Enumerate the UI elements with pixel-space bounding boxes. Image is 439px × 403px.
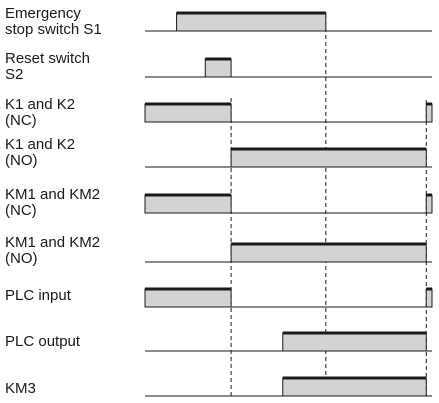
signal-label-k-nc: K1 and K2 (NC) bbox=[5, 96, 76, 129]
signal-pulse bbox=[230, 148, 427, 168]
signal-label-km-nc: KM1 and KM2 (NC) bbox=[5, 186, 101, 219]
signal-pulse bbox=[204, 58, 232, 78]
signal-pulse bbox=[425, 288, 433, 308]
signal-label-km3: KM3 bbox=[5, 380, 36, 397]
signal-label-plc-input: PLC input bbox=[5, 287, 71, 304]
signal-pulse bbox=[425, 103, 433, 123]
signal-pulse bbox=[282, 332, 427, 352]
signal-pulse bbox=[282, 377, 427, 397]
signal-label-k-no: K1 and K2 (NO) bbox=[5, 136, 76, 169]
signal-label-s1: Emergency stop switch S1 bbox=[5, 5, 102, 38]
signal-label-plc-output: PLC output bbox=[5, 333, 81, 350]
signal-pulse bbox=[144, 103, 232, 123]
signal-pulse bbox=[176, 12, 327, 32]
signal-pulse bbox=[144, 288, 232, 308]
signal-label-s2: Reset switch S2 bbox=[5, 50, 91, 83]
signal-pulse bbox=[144, 194, 232, 214]
signal-pulse bbox=[230, 243, 427, 263]
signal-pulse bbox=[425, 194, 433, 214]
signal-label-km-no: KM1 and KM2 (NO) bbox=[5, 234, 101, 267]
